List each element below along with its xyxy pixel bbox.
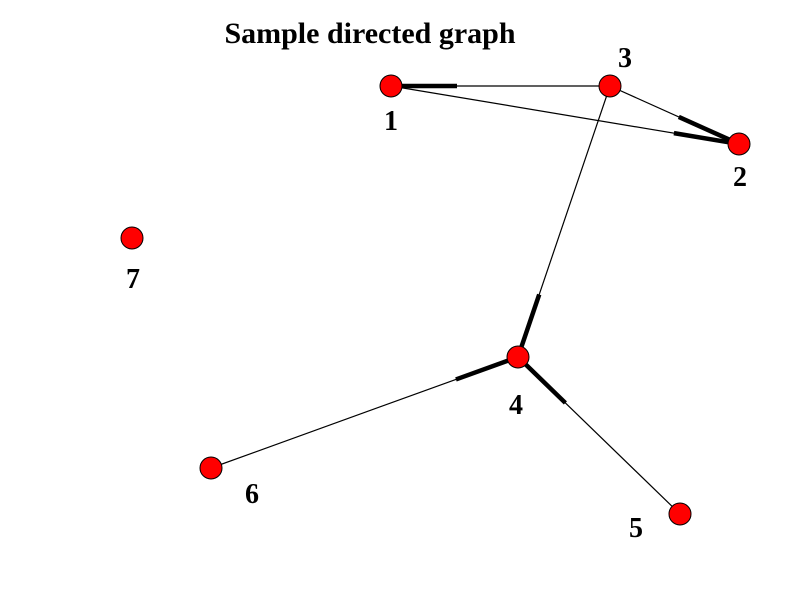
node-label-2: 2 bbox=[733, 162, 747, 193]
node-label-3: 3 bbox=[618, 43, 632, 74]
node-label-5: 5 bbox=[629, 513, 643, 544]
edge-6-to-4-arrowhead bbox=[455, 358, 509, 382]
node-labels-layer: 1 2 3 4 5 6 7 bbox=[126, 43, 747, 544]
graph-title: Sample directed graph bbox=[224, 17, 515, 50]
node-4 bbox=[506, 345, 530, 369]
edge-3-to-4-arrowhead bbox=[519, 293, 542, 348]
edge-1-to-2-arrowhead bbox=[673, 130, 729, 145]
node-7 bbox=[120, 226, 144, 250]
nodes-layer bbox=[120, 74, 751, 526]
node-6 bbox=[199, 456, 223, 480]
node-1 bbox=[379, 74, 403, 98]
node-label-6: 6 bbox=[245, 479, 259, 510]
node-label-4: 4 bbox=[509, 390, 523, 421]
node-label-1: 1 bbox=[384, 106, 398, 137]
edges-layer bbox=[210, 83, 740, 515]
node-label-7: 7 bbox=[126, 264, 140, 295]
node-2 bbox=[727, 132, 751, 156]
edge-5-to-4-arrowhead bbox=[524, 363, 567, 405]
node-3 bbox=[598, 74, 622, 98]
edge-3-to-2-arrowhead bbox=[677, 114, 730, 142]
node-5 bbox=[668, 502, 692, 526]
